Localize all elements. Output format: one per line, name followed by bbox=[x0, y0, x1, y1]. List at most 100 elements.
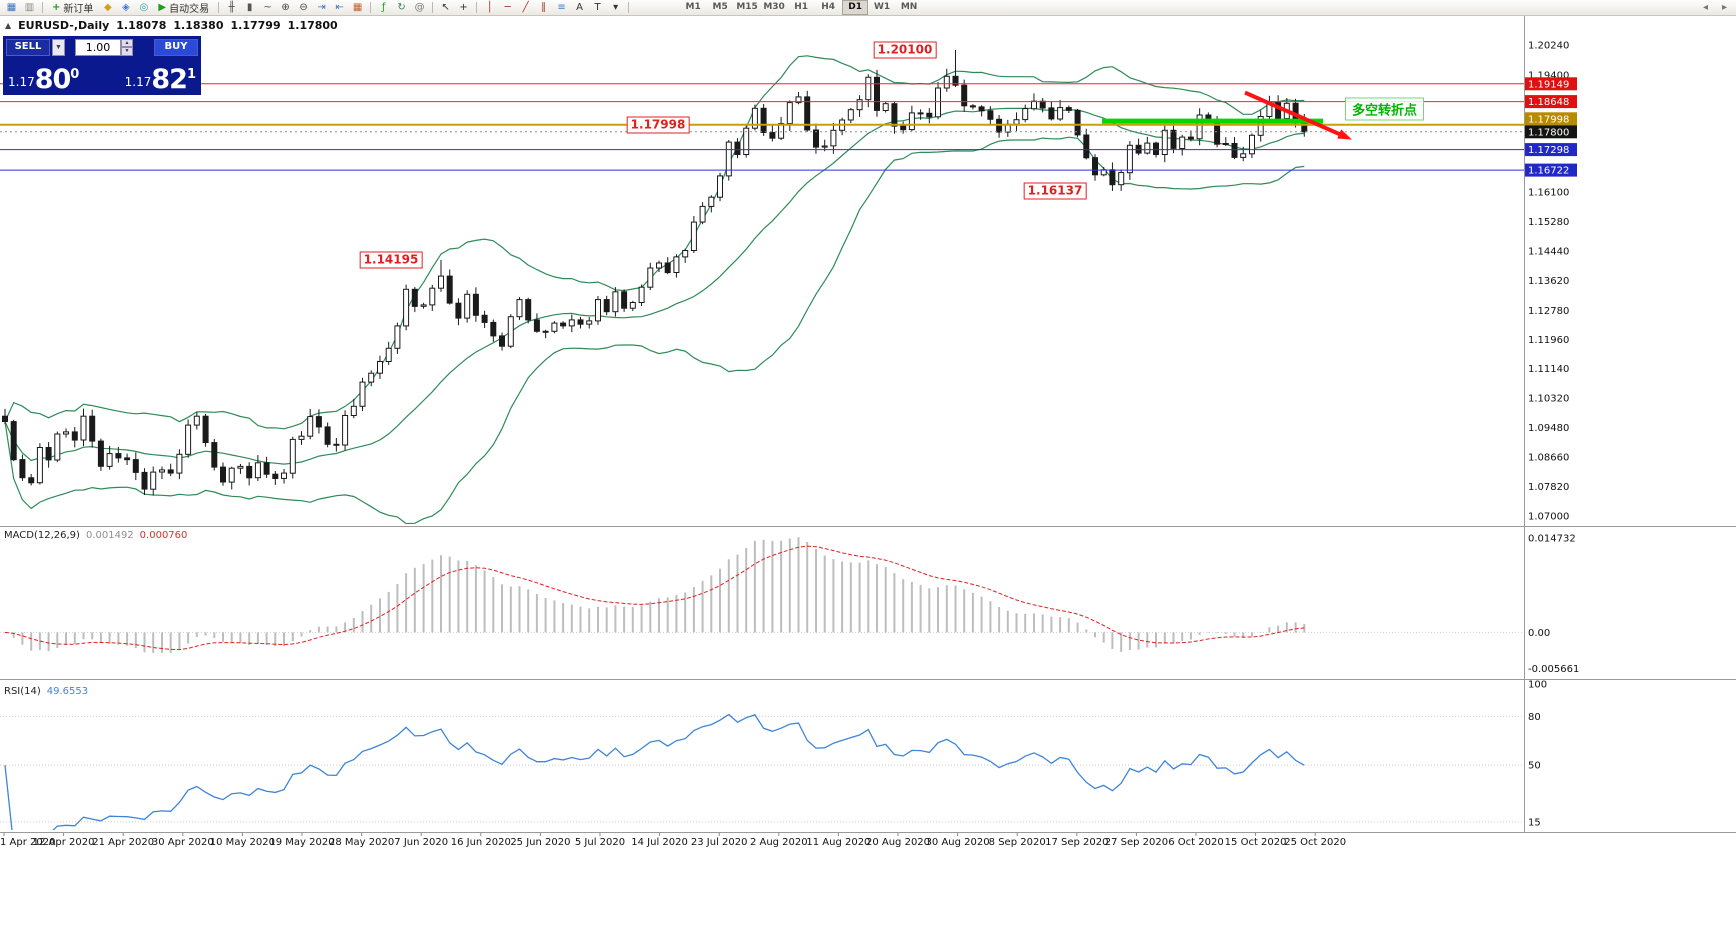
cursor-icon[interactable]: ↖ bbox=[441, 1, 450, 13]
sell-price-big: 80 bbox=[34, 64, 72, 95]
sell-options-dropdown[interactable]: ▼ bbox=[52, 38, 65, 56]
y-axis-label: 1.16100 bbox=[1528, 188, 1569, 199]
one-click-panel-toggle-icon[interactable]: ▲ bbox=[5, 21, 12, 30]
new-chart-icon[interactable]: ▦ bbox=[6, 1, 17, 13]
y-axis-label: 1.11960 bbox=[1528, 335, 1569, 346]
tile-windows-icon[interactable]: ▦ bbox=[352, 1, 363, 13]
symbol-period-label: EURUSD-,Daily bbox=[18, 19, 110, 32]
new-order-button-icon: + bbox=[52, 2, 61, 13]
sell-price-pipette: 0 bbox=[70, 67, 80, 82]
price-badge: 1.19149 bbox=[1528, 79, 1569, 90]
date-label: 20 Aug 2020 bbox=[866, 837, 930, 848]
y-axis-label: 1.19400 bbox=[1528, 70, 1569, 81]
rsi-axis-label: 50 bbox=[1528, 761, 1541, 772]
sell-price: 1.17 80 0 bbox=[8, 64, 80, 95]
timeframe-mn[interactable]: MN bbox=[900, 2, 918, 12]
fibonacci-icon[interactable]: ≡ bbox=[557, 1, 566, 13]
global-variables-icon[interactable]: ◈ bbox=[122, 1, 130, 13]
y-axis-label: 1.20240 bbox=[1528, 41, 1569, 52]
profiles-icon[interactable]: ▥ bbox=[24, 1, 35, 13]
y-axis-label: 1.12780 bbox=[1528, 306, 1569, 317]
y-axis-label: 1.13620 bbox=[1528, 276, 1569, 287]
zoom-in-icon[interactable]: ⊕ bbox=[281, 1, 290, 13]
macd-histogram bbox=[4, 537, 1306, 653]
date-label: 10 May 2020 bbox=[210, 837, 275, 848]
timeframe-m30[interactable]: M30 bbox=[763, 2, 785, 12]
horizontal-line-icon[interactable]: ─ bbox=[504, 1, 511, 13]
toolbar-separator bbox=[370, 2, 372, 13]
toolbar-prev-icon[interactable]: ◂ bbox=[1702, 1, 1709, 13]
y-axis-label: 1.11140 bbox=[1528, 364, 1569, 375]
date-label: 23 Jul 2020 bbox=[691, 837, 748, 848]
macd-signal-line bbox=[4, 545, 1305, 651]
timeframe-w1[interactable]: W1 bbox=[873, 2, 891, 12]
price-annotation[interactable]: 1.20100 bbox=[873, 41, 937, 59]
date-label: 8 Sep 2020 bbox=[989, 837, 1046, 848]
price-annotation[interactable]: 1.17998 bbox=[626, 116, 690, 134]
date-label: 28 May 2020 bbox=[329, 837, 394, 848]
date-label: 5 Jul 2020 bbox=[575, 837, 625, 848]
turning-point-text-label[interactable]: 多空转折点 bbox=[1345, 97, 1425, 121]
volume-up-button[interactable]: ▲ bbox=[121, 38, 133, 47]
metaeditor-icon[interactable]: ◎ bbox=[139, 1, 149, 13]
volume-down-button[interactable]: ▼ bbox=[121, 47, 133, 56]
toolbar-separator bbox=[42, 2, 43, 13]
rsi-indicator-label: RSI(14) 49.6553 bbox=[4, 686, 88, 697]
arrows-icon[interactable]: ▾ bbox=[613, 1, 619, 13]
ohlc-close: 1.17800 bbox=[287, 19, 338, 32]
ohlc-low: 1.17799 bbox=[230, 19, 281, 32]
volume-input[interactable] bbox=[75, 38, 121, 56]
buy-button[interactable]: BUY bbox=[154, 38, 198, 56]
price-badge: 1.17998 bbox=[1528, 114, 1569, 125]
rsi-axis-label: 100 bbox=[1528, 680, 1547, 691]
timeframe-h1[interactable]: H1 bbox=[794, 2, 808, 12]
timeframe-m5[interactable]: M5 bbox=[712, 2, 728, 12]
toolbar-next-icon[interactable]: ▸ bbox=[1721, 1, 1728, 13]
date-label: 17 Sep 2020 bbox=[1045, 837, 1108, 848]
auto-trading-button[interactable]: ▶ 自动交易 bbox=[153, 1, 214, 15]
timeframe-h4[interactable]: H4 bbox=[821, 2, 835, 12]
auto-trading-button-icon: ▶ bbox=[158, 2, 167, 13]
history-center-icon[interactable]: ◆ bbox=[104, 1, 112, 13]
y-axis-label: 1.07820 bbox=[1528, 482, 1569, 493]
chart-shift-icon[interactable]: ⇤ bbox=[335, 1, 344, 13]
macd-axis-label: 0.00 bbox=[1528, 628, 1550, 639]
date-label: 1 Apr 2020 bbox=[0, 837, 55, 848]
buy-price-big: 82 bbox=[151, 64, 188, 95]
date-label: 15 Oct 2020 bbox=[1225, 837, 1287, 848]
refresh-icon[interactable]: ↻ bbox=[397, 1, 406, 13]
zoom-out-icon[interactable]: ⊖ bbox=[299, 1, 308, 13]
channel-icon[interactable]: ∥ bbox=[541, 1, 547, 13]
text-icon[interactable]: A bbox=[576, 1, 584, 13]
line-chart-icon[interactable]: ~ bbox=[263, 1, 272, 13]
macd-axis-label: -0.005661 bbox=[1528, 664, 1579, 675]
timeframe-m15[interactable]: M15 bbox=[736, 2, 758, 12]
auto-scroll-icon[interactable]: ⇥ bbox=[317, 1, 326, 13]
toolbar-separator bbox=[218, 2, 220, 13]
new-order-button[interactable]: + 新订单 bbox=[47, 1, 98, 15]
buy-price-prefix: 1.17 bbox=[124, 75, 152, 89]
red-arrow-object[interactable] bbox=[1244, 90, 1352, 140]
price-annotation[interactable]: 1.14195 bbox=[359, 251, 423, 269]
price-annotation[interactable]: 1.16137 bbox=[1023, 182, 1087, 200]
date-label: 2 Aug 2020 bbox=[750, 837, 808, 848]
bar-chart-icon[interactable]: ╫ bbox=[228, 1, 235, 13]
timeframe-d1[interactable]: D1 bbox=[842, 0, 869, 15]
timeframe-m1[interactable]: M1 bbox=[685, 2, 701, 12]
price-badge: 1.16722 bbox=[1528, 166, 1569, 177]
macd-axis-label: 0.014732 bbox=[1528, 534, 1576, 545]
date-label: 6 Oct 2020 bbox=[1168, 837, 1223, 848]
indicators-icon[interactable]: ƒ bbox=[381, 1, 386, 13]
trendline-icon[interactable]: ╱ bbox=[522, 1, 529, 13]
price-badge: 1.18648 bbox=[1528, 97, 1569, 108]
vertical-line-icon[interactable]: │ bbox=[486, 1, 493, 13]
rsi-axis-label: 80 bbox=[1528, 712, 1541, 723]
candlestick-chart-icon[interactable]: ▮ bbox=[246, 1, 253, 13]
mailbox-icon[interactable]: @ bbox=[414, 1, 425, 13]
date-label: 21 Apr 2020 bbox=[92, 837, 154, 848]
text-label-icon[interactable]: T bbox=[594, 1, 601, 13]
sell-button[interactable]: SELL bbox=[6, 38, 50, 56]
crosshair-icon[interactable]: + bbox=[459, 1, 468, 13]
